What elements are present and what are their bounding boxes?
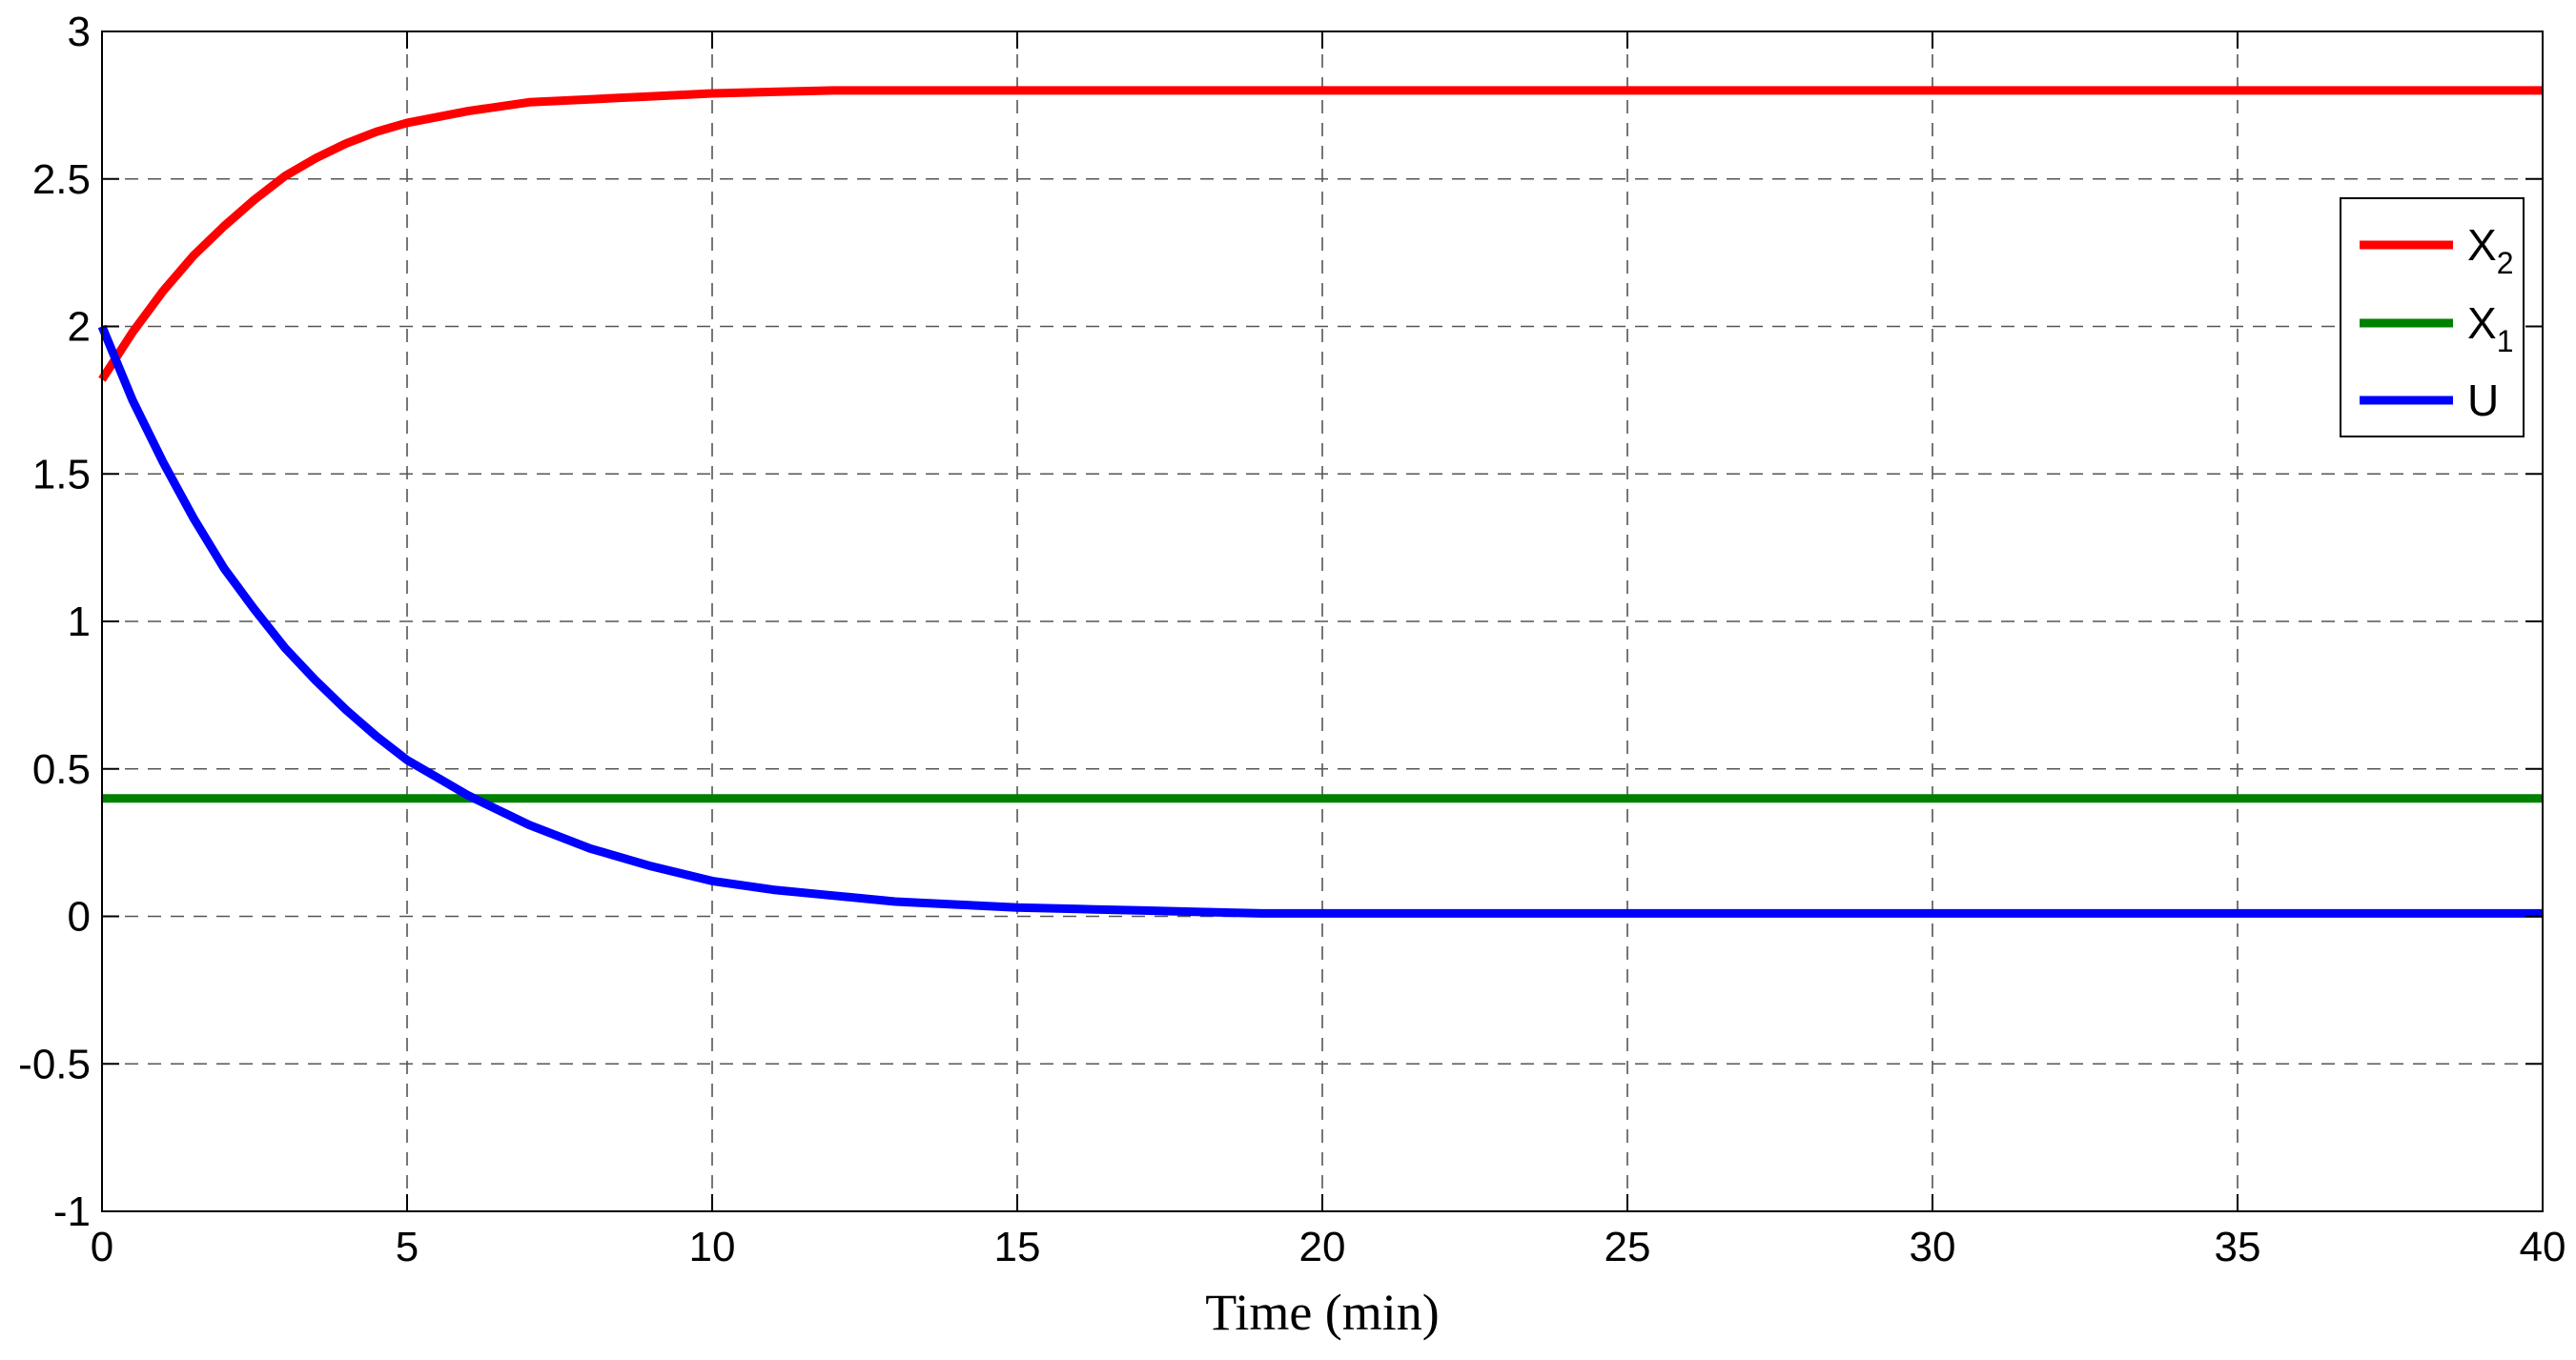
- x-axis-title: Time (min): [1205, 1284, 1440, 1341]
- x-tick-labels: 0 5 10 15 20 25 30 35 40: [91, 1224, 2566, 1270]
- x-tick-label: 40: [2520, 1224, 2566, 1270]
- x-tick-label: 15: [994, 1224, 1041, 1270]
- y-tick-label: 0.5: [32, 746, 91, 793]
- y-tick-label: 0: [68, 894, 91, 941]
- x-tick-label: 10: [689, 1224, 736, 1270]
- y-tick-label: 1: [68, 599, 91, 645]
- x-tick-label: 20: [1299, 1224, 1346, 1270]
- y-tick-labels: -1 -0.5 0 0.5 1 1.5 2 2.5 3: [18, 9, 91, 1235]
- y-tick-label: 1.5: [32, 451, 91, 497]
- series-lines: [97, 86, 2543, 918]
- y-tick-label: 3: [68, 9, 91, 55]
- y-tick-label: -1: [53, 1188, 91, 1235]
- x-tick-label: 35: [2215, 1224, 2261, 1270]
- x-tick-label: 25: [1605, 1224, 1651, 1270]
- series-line-u: [97, 324, 2543, 918]
- x-tick-label: 30: [1910, 1224, 1956, 1270]
- legend-label-u: U: [2467, 376, 2499, 425]
- x-tick-label: 0: [91, 1224, 113, 1270]
- series-line-x2: [98, 86, 2543, 382]
- axis-ticks: [101, 30, 2544, 1212]
- y-tick-label: -0.5: [18, 1041, 91, 1087]
- x-tick-label: 5: [396, 1224, 419, 1270]
- y-tick-label: 2.5: [32, 156, 91, 203]
- y-tick-label: 2: [68, 304, 91, 351]
